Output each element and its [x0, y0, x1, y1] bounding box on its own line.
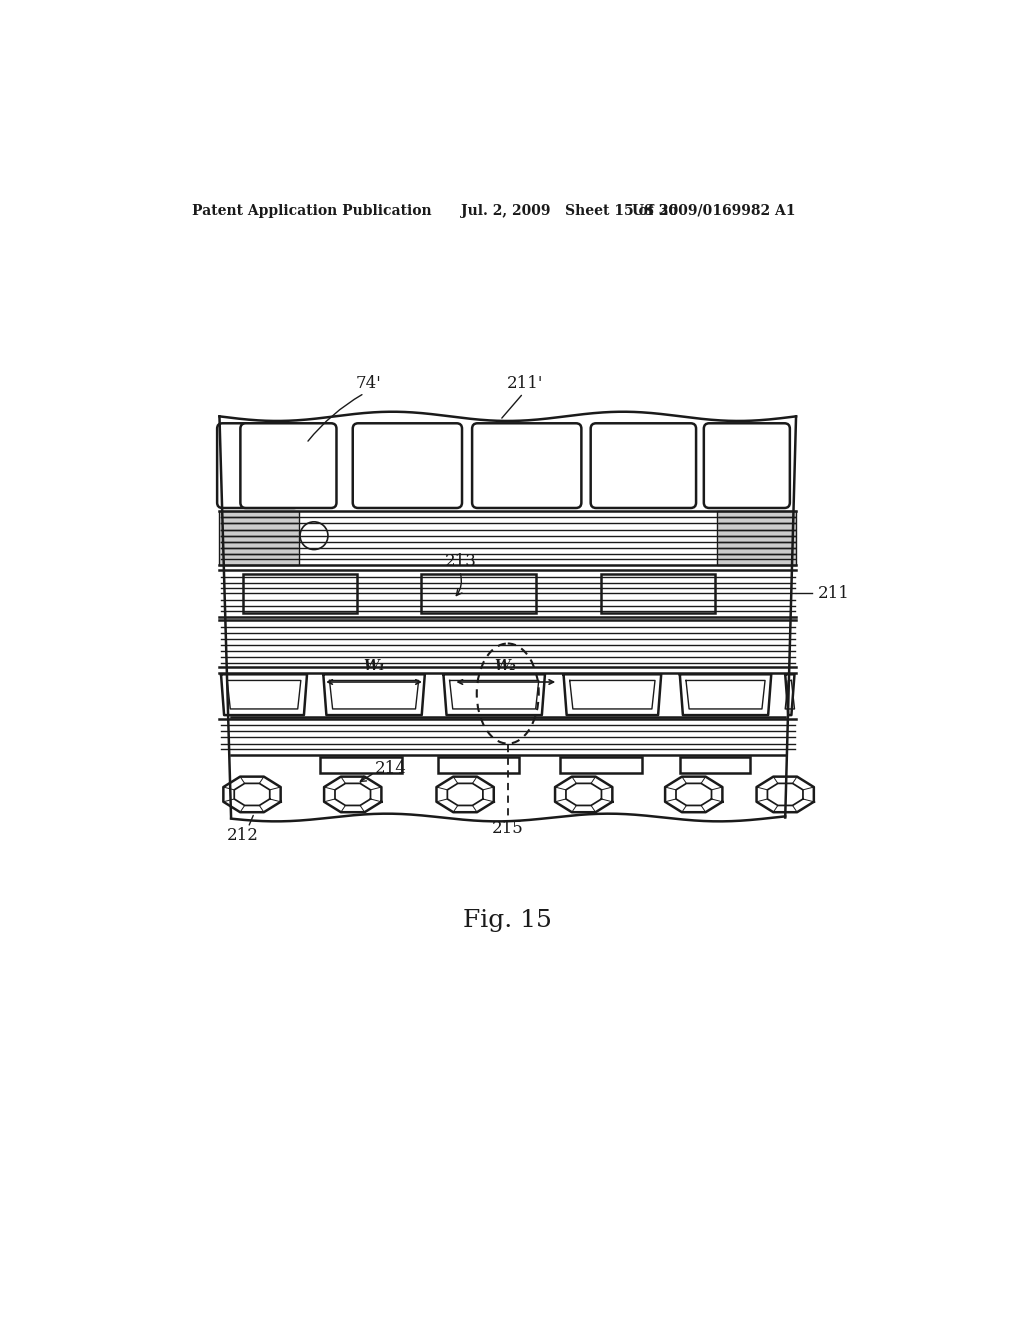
Bar — [601, 574, 716, 612]
FancyBboxPatch shape — [703, 424, 790, 508]
Bar — [438, 758, 519, 774]
Text: 215: 215 — [492, 820, 523, 837]
Text: Fig. 15: Fig. 15 — [463, 909, 552, 932]
Bar — [421, 574, 536, 612]
Bar — [717, 511, 796, 565]
Text: 214: 214 — [375, 760, 407, 776]
FancyBboxPatch shape — [591, 424, 696, 508]
Text: Patent Application Publication: Patent Application Publication — [191, 203, 431, 218]
Text: 211': 211' — [507, 375, 543, 392]
Text: 212: 212 — [226, 828, 259, 845]
Bar — [680, 758, 750, 774]
FancyBboxPatch shape — [241, 424, 337, 508]
Text: 211: 211 — [818, 585, 850, 602]
FancyBboxPatch shape — [217, 424, 299, 508]
Bar — [321, 758, 401, 774]
FancyBboxPatch shape — [352, 424, 462, 508]
Text: Jul. 2, 2009   Sheet 15 of 36: Jul. 2, 2009 Sheet 15 of 36 — [461, 203, 678, 218]
Text: 74': 74' — [355, 375, 381, 392]
Text: 213: 213 — [445, 553, 477, 570]
Text: US 2009/0169982 A1: US 2009/0169982 A1 — [632, 203, 796, 218]
Bar — [219, 511, 299, 565]
Text: W₁: W₁ — [362, 659, 385, 673]
FancyBboxPatch shape — [472, 424, 582, 508]
Bar — [560, 758, 642, 774]
Bar — [243, 574, 357, 612]
Text: W₂: W₂ — [495, 659, 516, 673]
